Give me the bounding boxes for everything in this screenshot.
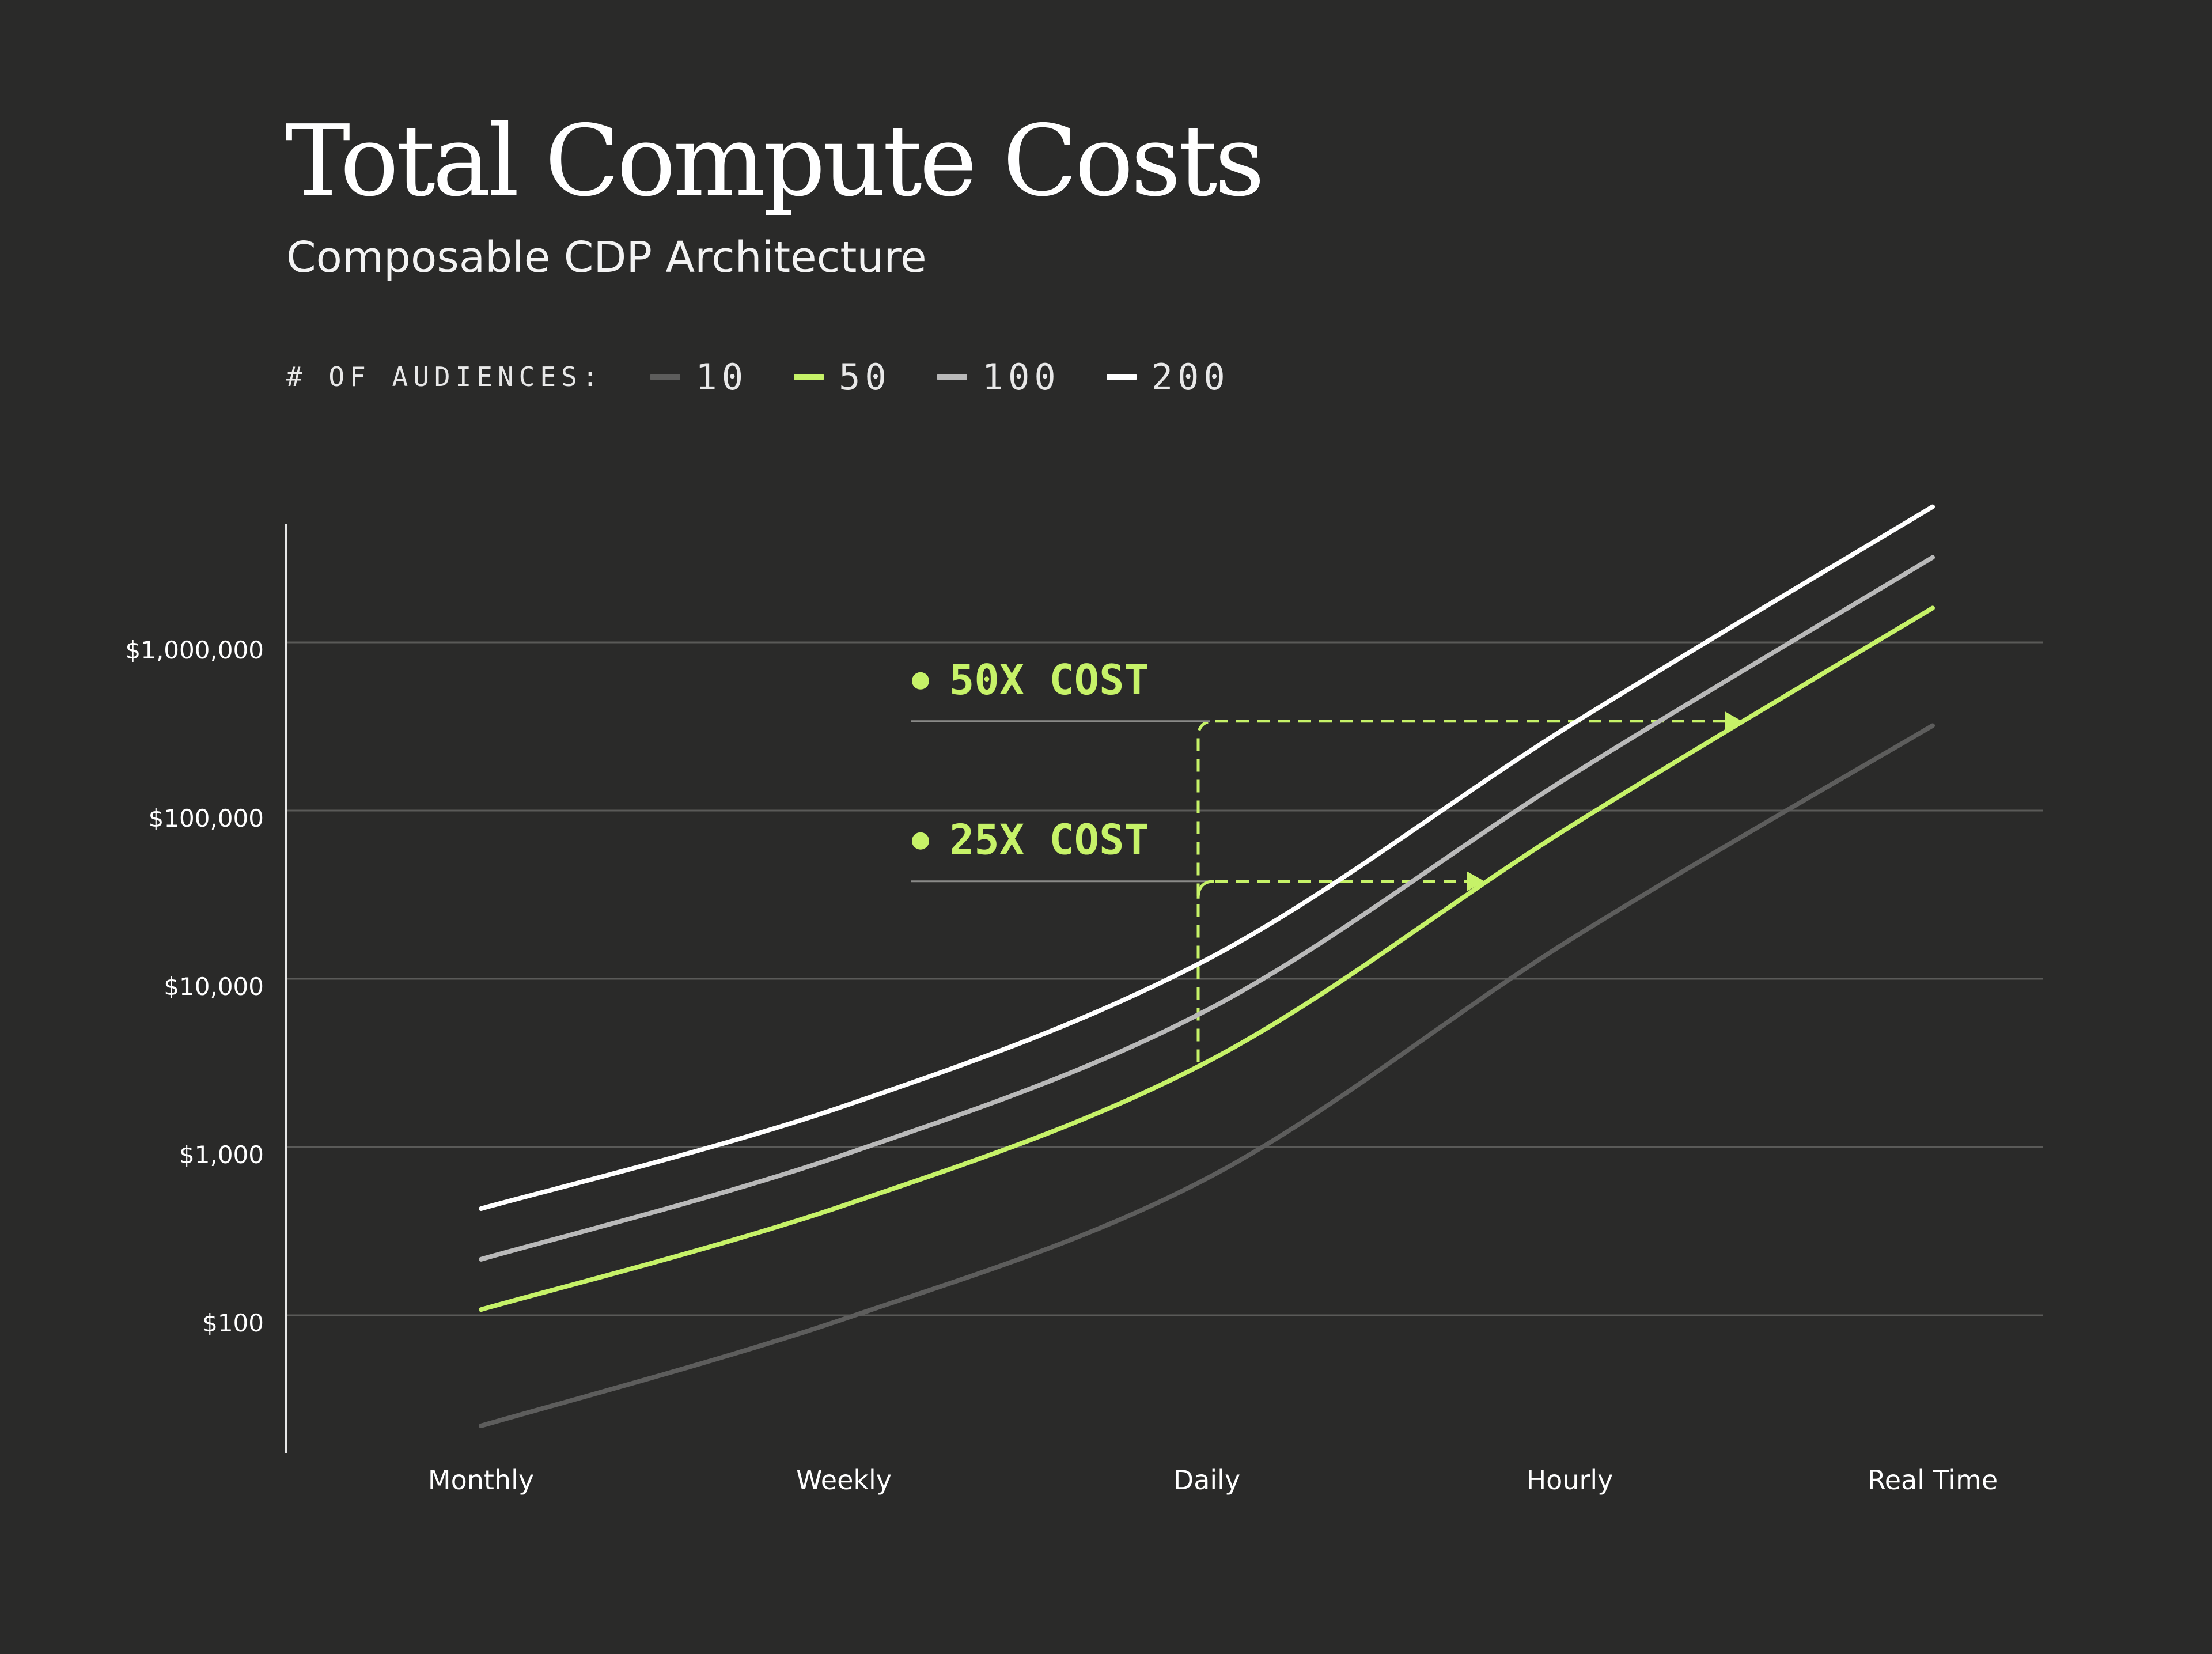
legend-label-10: 10 <box>695 355 748 398</box>
annotation-bracket <box>1196 720 1215 1062</box>
legend-swatch-100 <box>937 373 967 380</box>
legend-label-100: 100 <box>982 355 1060 398</box>
annotation-dot-50x-cost <box>912 672 929 690</box>
x-tick-label-daily: Daily <box>1173 1464 1240 1496</box>
legend-title: # OF AUDIENCES: <box>286 361 604 392</box>
legend-item-50: 50 <box>794 356 891 398</box>
legend: # OF AUDIENCES: 10 50 100 200 <box>286 356 1276 398</box>
annotation-label-50x-cost: 50X COST <box>949 656 1149 704</box>
legend-item-10: 10 <box>650 356 748 398</box>
y-tick-label-100: $100 <box>202 1309 264 1337</box>
series-line-10 <box>479 723 1935 1428</box>
series-line-100 <box>479 555 1935 1262</box>
x-tick-label-monthly: Monthly <box>428 1464 534 1496</box>
annotation-arrowhead-25x-cost <box>1467 871 1484 891</box>
chart-title: Total Compute Costs <box>285 104 1265 218</box>
y-tick-label-1-000: $1,000 <box>179 1141 264 1169</box>
y-tick-label-100-000: $100,000 <box>149 804 264 832</box>
annotation-label-25x-cost: 25X COST <box>949 816 1149 864</box>
legend-item-200: 200 <box>1106 355 1230 398</box>
series-line-50 <box>479 605 1935 1312</box>
legend-label-200: 200 <box>1151 355 1230 398</box>
chart-subtitle: Composable CDP Architecture <box>286 233 927 282</box>
x-tick-label-hourly: Hourly <box>1527 1464 1613 1496</box>
legend-item-100: 100 <box>937 356 1060 398</box>
legend-swatch-50 <box>794 373 824 380</box>
annotation-connector-25x-cost <box>1196 880 1215 899</box>
legend-swatch-10 <box>650 373 681 380</box>
x-tick-label-real-time: Real Time <box>1868 1464 1998 1496</box>
y-tick-label-1-000-000: $1,000,000 <box>126 636 264 664</box>
series-line-200 <box>479 504 1935 1211</box>
annotation-dot-25x-cost <box>912 832 929 850</box>
annotation-arrowhead-50x-cost <box>1725 711 1742 731</box>
x-tick-label-weekly: Weekly <box>796 1464 892 1496</box>
legend-swatch-200 <box>1106 373 1137 380</box>
legend-label-50: 50 <box>839 355 891 398</box>
y-tick-label-10-000: $10,000 <box>164 972 264 1001</box>
